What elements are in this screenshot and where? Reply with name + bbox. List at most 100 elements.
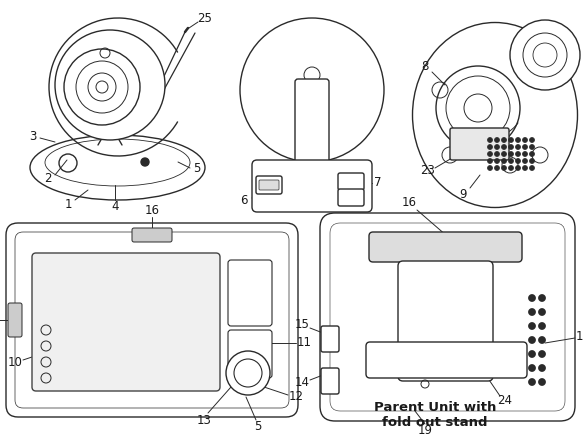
FancyBboxPatch shape [228,260,272,326]
Text: Parent Unit with
fold out stand: Parent Unit with fold out stand [374,401,496,429]
Circle shape [494,145,500,149]
Text: ▲: ▲ [247,280,252,286]
Text: △: △ [247,273,253,281]
Circle shape [529,336,536,343]
Circle shape [508,138,514,142]
FancyBboxPatch shape [321,326,339,352]
FancyBboxPatch shape [8,303,22,337]
Text: +: + [348,177,354,187]
Text: 14: 14 [294,377,310,389]
FancyBboxPatch shape [338,173,364,190]
FancyBboxPatch shape [259,180,279,190]
FancyBboxPatch shape [256,176,282,194]
Text: 7: 7 [374,177,382,190]
FancyBboxPatch shape [295,79,329,170]
FancyBboxPatch shape [369,232,522,262]
Text: △: △ [247,341,253,350]
Circle shape [501,152,507,156]
Circle shape [501,159,507,163]
Text: 4: 4 [111,201,119,214]
Circle shape [55,30,165,140]
Circle shape [539,309,546,316]
Text: -: - [350,194,352,202]
FancyBboxPatch shape [6,223,298,417]
Circle shape [501,166,507,170]
Circle shape [515,152,521,156]
Circle shape [539,350,546,357]
Circle shape [539,336,546,343]
FancyBboxPatch shape [132,228,172,242]
Circle shape [226,351,270,395]
Text: 16: 16 [145,204,160,216]
Text: 15: 15 [294,319,310,332]
Circle shape [522,166,528,170]
FancyBboxPatch shape [450,128,509,160]
Circle shape [529,159,535,163]
Text: 24: 24 [497,395,512,407]
Text: 8: 8 [422,60,429,73]
Text: 5: 5 [254,420,262,434]
Circle shape [96,81,108,93]
Circle shape [508,152,514,156]
Circle shape [529,350,536,357]
Text: 6: 6 [240,194,248,207]
FancyBboxPatch shape [228,330,272,378]
Circle shape [501,138,507,142]
Circle shape [539,378,546,385]
Circle shape [508,166,514,170]
Circle shape [487,159,493,163]
Circle shape [487,138,493,142]
Circle shape [522,152,528,156]
Circle shape [529,295,536,302]
Text: ▽: ▽ [247,292,253,302]
Text: 13: 13 [196,413,212,427]
Text: 3: 3 [29,129,37,142]
Circle shape [487,145,493,149]
Ellipse shape [30,135,205,200]
Circle shape [529,145,535,149]
Circle shape [501,145,507,149]
Text: 1: 1 [64,198,72,212]
Circle shape [539,323,546,329]
Text: 17: 17 [575,329,583,343]
Circle shape [240,18,384,162]
Text: ◀: ◀ [247,280,252,286]
Text: ▽: ▽ [247,361,253,371]
Text: 16: 16 [402,197,416,209]
FancyBboxPatch shape [366,342,527,378]
Circle shape [494,166,500,170]
FancyBboxPatch shape [338,189,364,206]
Circle shape [487,152,493,156]
Text: 10: 10 [8,357,22,370]
FancyBboxPatch shape [321,368,339,394]
Circle shape [494,138,500,142]
Text: 9: 9 [459,187,467,201]
Ellipse shape [413,22,578,208]
Circle shape [515,159,521,163]
Text: 11: 11 [297,336,311,350]
Text: 23: 23 [420,163,436,177]
Circle shape [508,159,514,163]
Circle shape [529,378,536,385]
Circle shape [487,166,493,170]
Circle shape [515,166,521,170]
FancyBboxPatch shape [252,160,372,212]
Circle shape [529,166,535,170]
Circle shape [510,20,580,90]
Circle shape [64,49,140,125]
Text: 2: 2 [44,171,52,184]
FancyBboxPatch shape [320,213,575,421]
Text: 25: 25 [198,13,212,25]
Circle shape [529,364,536,371]
Circle shape [508,145,514,149]
Circle shape [529,309,536,316]
Circle shape [522,138,528,142]
Circle shape [494,159,500,163]
Circle shape [522,159,528,163]
Circle shape [141,158,149,166]
Text: 19: 19 [417,424,433,437]
Circle shape [76,61,128,113]
Circle shape [515,138,521,142]
Circle shape [494,152,500,156]
Circle shape [88,73,116,101]
